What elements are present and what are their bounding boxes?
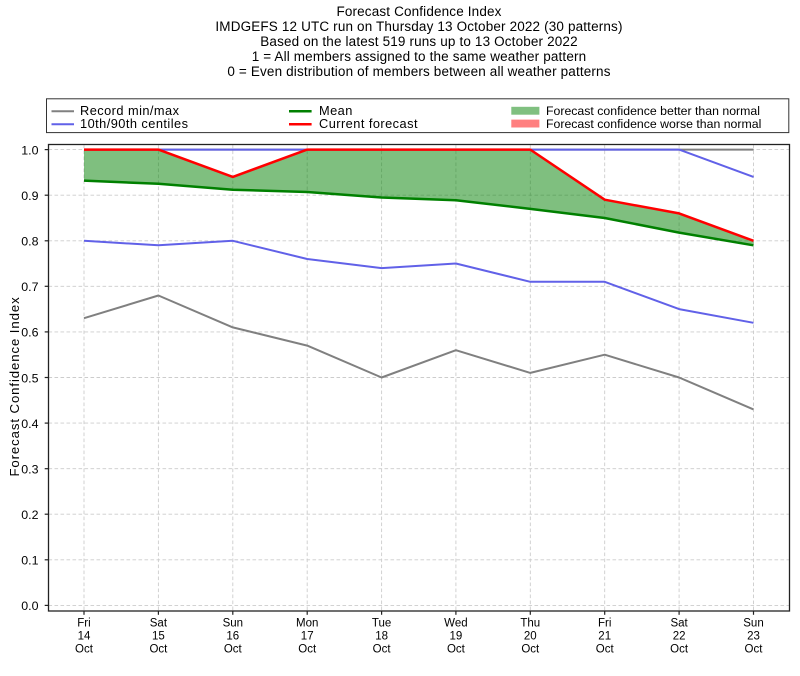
svg-text:16: 16: [226, 630, 239, 642]
svg-text:19: 19: [450, 630, 463, 642]
svg-text:17: 17: [301, 630, 314, 642]
svg-text:Forecast Confidence Index: Forecast Confidence Index: [336, 4, 501, 19]
svg-text:20: 20: [524, 630, 537, 642]
svg-text:Mean: Mean: [319, 103, 353, 118]
svg-text:Sun: Sun: [223, 618, 243, 630]
svg-text:Oct: Oct: [373, 643, 392, 655]
svg-text:Oct: Oct: [521, 643, 540, 655]
svg-text:Mon: Mon: [296, 618, 318, 630]
svg-text:Thu: Thu: [520, 618, 540, 630]
svg-text:0.6: 0.6: [21, 326, 38, 340]
svg-text:Oct: Oct: [745, 643, 764, 655]
svg-text:0.1: 0.1: [21, 554, 38, 568]
svg-text:Sat: Sat: [150, 618, 168, 630]
svg-text:0.0: 0.0: [21, 599, 38, 613]
svg-text:1.0: 1.0: [21, 143, 38, 157]
svg-text:0.3: 0.3: [21, 463, 38, 477]
svg-text:14: 14: [78, 630, 91, 642]
svg-text:Sun: Sun: [743, 618, 763, 630]
svg-text:22: 22: [673, 630, 686, 642]
svg-text:Forecast confidence better tha: Forecast confidence better than normal: [546, 104, 760, 118]
svg-text:10th/90th centiles: 10th/90th centiles: [80, 116, 188, 131]
svg-text:0.8: 0.8: [21, 235, 38, 249]
svg-text:Based on the latest 519 runs u: Based on the latest 519 runs up to 13 Oc…: [260, 34, 577, 49]
svg-text:Oct: Oct: [670, 643, 689, 655]
svg-text:15: 15: [152, 630, 165, 642]
svg-text:23: 23: [747, 630, 760, 642]
svg-text:Sat: Sat: [670, 618, 688, 630]
svg-text:0 = Even distribution of membe: 0 = Even distribution of members between…: [227, 64, 610, 79]
svg-text:0.7: 0.7: [21, 280, 38, 294]
svg-text:Tue: Tue: [372, 618, 391, 630]
svg-text:Oct: Oct: [447, 643, 466, 655]
svg-text:0.9: 0.9: [21, 189, 38, 203]
svg-text:0.2: 0.2: [21, 508, 38, 522]
svg-text:Oct: Oct: [224, 643, 243, 655]
svg-text:Fri: Fri: [77, 618, 90, 630]
svg-text:1 = All members assigned to th: 1 = All members assigned to the same wea…: [252, 49, 587, 64]
svg-text:0.4: 0.4: [21, 417, 38, 431]
svg-text:21: 21: [598, 630, 611, 642]
svg-text:Fri: Fri: [598, 618, 611, 630]
svg-text:Forecast confidence worse than: Forecast confidence worse than normal: [546, 117, 761, 131]
svg-text:Forecast Confidence Index: Forecast Confidence Index: [7, 296, 22, 476]
svg-text:IMDGEFS 12 UTC run on Thursday: IMDGEFS 12 UTC run on Thursday 13 Octobe…: [215, 19, 622, 34]
svg-text:Wed: Wed: [444, 618, 467, 630]
svg-text:Oct: Oct: [596, 643, 615, 655]
svg-text:0.5: 0.5: [21, 371, 38, 385]
svg-text:18: 18: [375, 630, 388, 642]
svg-text:Current forecast: Current forecast: [319, 116, 418, 131]
svg-text:Oct: Oct: [149, 643, 168, 655]
svg-text:Record min/max: Record min/max: [80, 103, 180, 118]
svg-text:Oct: Oct: [298, 643, 317, 655]
svg-text:Oct: Oct: [75, 643, 94, 655]
